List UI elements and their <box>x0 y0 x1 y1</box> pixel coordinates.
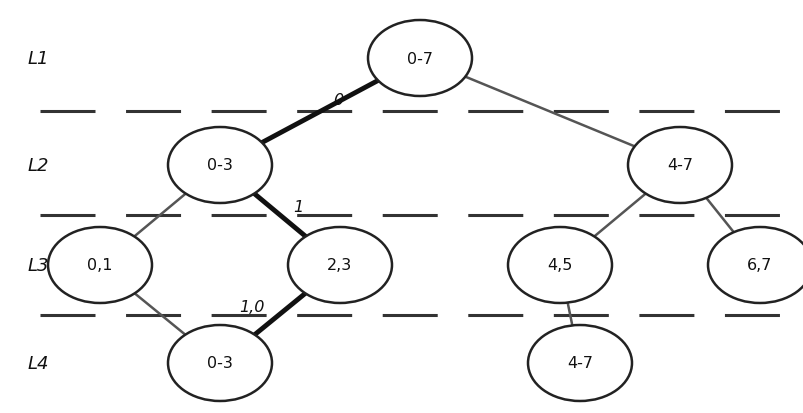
Text: 1: 1 <box>292 200 303 215</box>
Text: L4: L4 <box>28 354 50 372</box>
Ellipse shape <box>627 128 731 204</box>
Ellipse shape <box>168 128 271 204</box>
Text: 2,3: 2,3 <box>327 258 353 273</box>
Text: 0-3: 0-3 <box>207 158 233 173</box>
Text: L2: L2 <box>28 157 50 175</box>
Ellipse shape <box>168 325 271 401</box>
Text: 6,7: 6,7 <box>746 258 772 273</box>
Text: 0: 0 <box>332 93 343 108</box>
Text: 0-7: 0-7 <box>406 51 433 66</box>
Ellipse shape <box>368 21 471 97</box>
Text: 4-7: 4-7 <box>566 356 593 370</box>
Text: L1: L1 <box>28 50 50 68</box>
Text: 0,1: 0,1 <box>88 258 112 273</box>
Text: 0-3: 0-3 <box>207 356 233 370</box>
Text: L3: L3 <box>28 256 50 274</box>
Text: 4-7: 4-7 <box>666 158 692 173</box>
Text: 1,0: 1,0 <box>239 299 264 314</box>
Text: 4,5: 4,5 <box>547 258 572 273</box>
Ellipse shape <box>528 325 631 401</box>
Ellipse shape <box>507 228 611 303</box>
Ellipse shape <box>48 228 152 303</box>
Ellipse shape <box>707 228 803 303</box>
Ellipse shape <box>287 228 392 303</box>
